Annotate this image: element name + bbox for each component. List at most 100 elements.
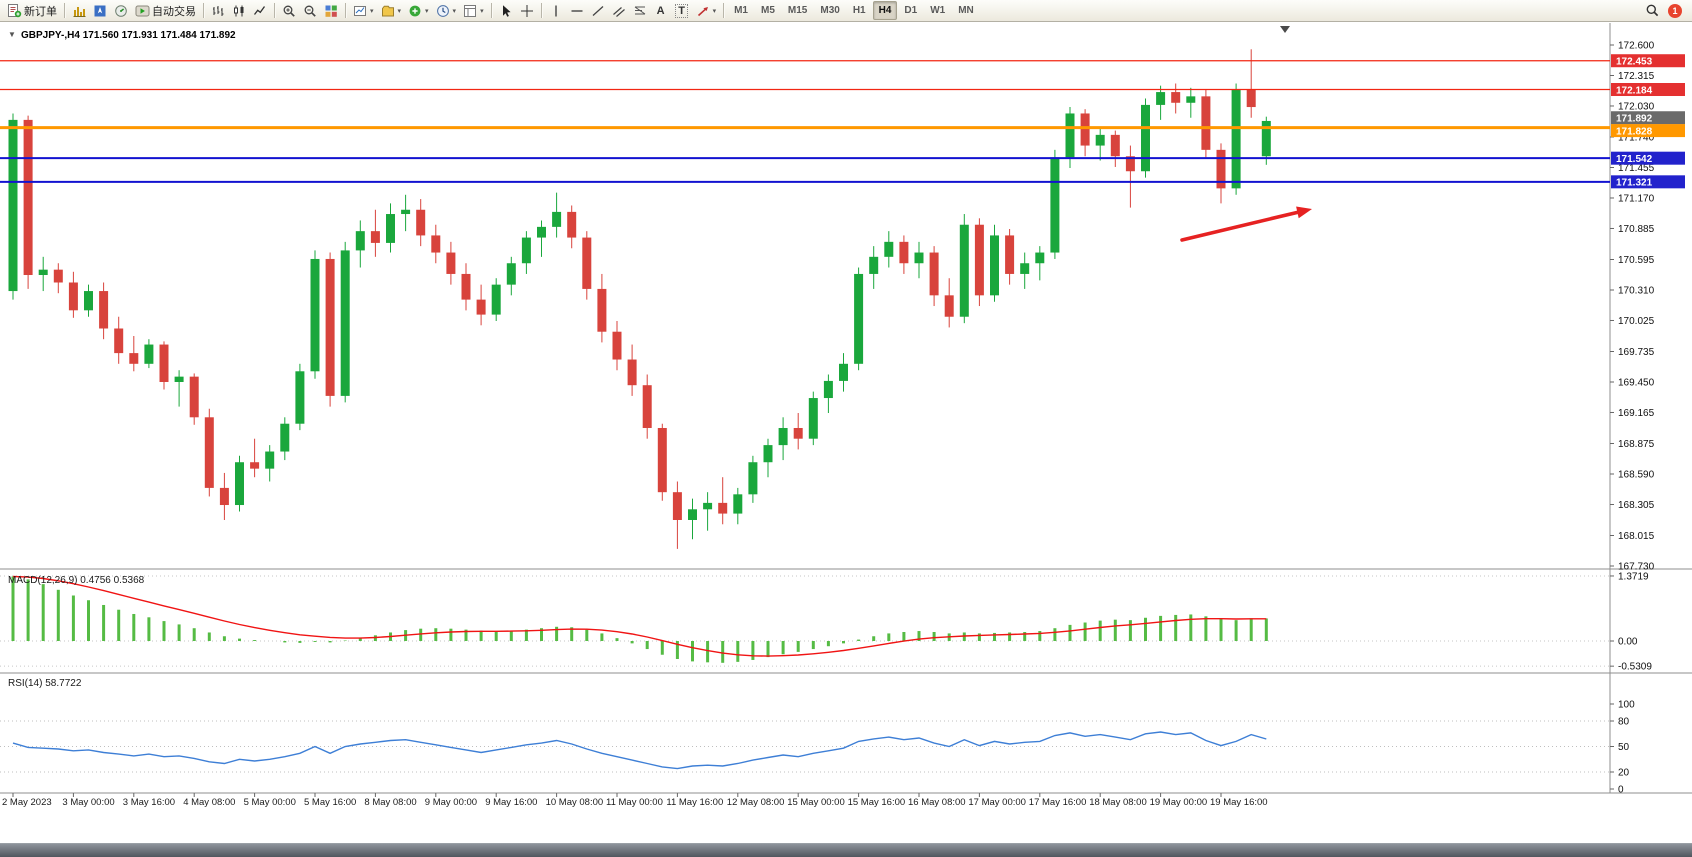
timeframe-mn-button[interactable]: MN xyxy=(952,1,980,20)
svg-text:172.315: 172.315 xyxy=(1618,71,1655,82)
timeframe-w1-button[interactable]: W1 xyxy=(924,1,951,20)
svg-text:0.00: 0.00 xyxy=(1618,637,1638,648)
svg-text:17 May 00:00: 17 May 00:00 xyxy=(968,797,1026,808)
bar-chart-button[interactable] xyxy=(208,1,228,20)
periods-button[interactable]: ▾ xyxy=(433,1,460,20)
tile-windows-button[interactable] xyxy=(321,1,341,20)
auto-trading-button[interactable]: 自动交易 xyxy=(132,1,199,20)
svg-text:168.590: 168.590 xyxy=(1618,469,1655,480)
text-tool-icon: A xyxy=(656,4,665,17)
toolbar-separator xyxy=(64,3,65,18)
new-order-button[interactable]: 新订单 xyxy=(4,1,60,20)
timeframe-h1-button[interactable]: H1 xyxy=(847,1,872,20)
timeframe-m1-button[interactable]: M1 xyxy=(728,1,754,20)
trend-arrow-annotation[interactable] xyxy=(1180,26,1312,242)
svg-text:10 May 08:00: 10 May 08:00 xyxy=(546,797,604,808)
collapse-panel-icon[interactable]: ▼ xyxy=(8,30,16,39)
dropdown-chevron-icon: ▾ xyxy=(397,7,402,15)
svg-text:172.184: 172.184 xyxy=(1616,85,1653,96)
svg-text:3 May 16:00: 3 May 16:00 xyxy=(123,797,175,808)
zoom-out-button[interactable] xyxy=(300,1,320,20)
channel-button[interactable] xyxy=(609,1,629,20)
toolbar-separator xyxy=(274,3,275,18)
timeframe-m15-button[interactable]: M15 xyxy=(782,1,813,20)
chart-window[interactable]: 1.3719 0.00 -0.5309 100 80 50 20 0 172.600 172.… xyxy=(0,23,1692,811)
toolbar-separator xyxy=(723,3,725,18)
svg-text:3 May 00:00: 3 May 00:00 xyxy=(62,797,114,808)
timeframe-m30-button[interactable]: M30 xyxy=(814,1,845,20)
arrows-button[interactable]: ▾ xyxy=(693,1,720,20)
svg-text:172.030: 172.030 xyxy=(1618,101,1655,112)
price-axis[interactable]: 172.600 172.315 172.030 171.740 171.455 171.1… xyxy=(1610,41,1685,573)
svg-text:8 May 08:00: 8 May 08:00 xyxy=(364,797,416,808)
candlestick-chart-button[interactable] xyxy=(229,1,249,20)
svg-text:167.730: 167.730 xyxy=(1618,562,1655,573)
dropdown-chevron-icon: ▾ xyxy=(425,7,429,15)
new-order-label: 新订单 xyxy=(24,5,57,18)
timeframe-m5-button[interactable]: M5 xyxy=(755,1,781,20)
crosshair-button[interactable] xyxy=(517,1,537,20)
svg-text:11 May 16:00: 11 May 16:00 xyxy=(666,797,723,808)
support-resistance-lines[interactable] xyxy=(0,60,1610,183)
svg-text:11 May 00:00: 11 May 00:00 xyxy=(606,797,663,808)
window-bottom-bar xyxy=(0,843,1692,857)
svg-text:80: 80 xyxy=(1618,717,1630,728)
trendline-button[interactable] xyxy=(588,1,608,20)
svg-text:50: 50 xyxy=(1618,742,1630,753)
templates-button[interactable]: ▾ xyxy=(460,1,487,20)
crosshair-icon xyxy=(520,4,534,18)
svg-text:171.455: 171.455 xyxy=(1618,163,1655,174)
zoom-in-icon xyxy=(282,4,296,18)
svg-text:15 May 16:00: 15 May 16:00 xyxy=(848,797,906,808)
channel-icon xyxy=(612,4,626,18)
svg-text:168.305: 168.305 xyxy=(1618,500,1655,511)
svg-text:171.170: 171.170 xyxy=(1618,193,1655,204)
vertical-line-button[interactable] xyxy=(546,1,566,20)
rsi-indicator-pane: 100 80 50 20 0 xyxy=(0,700,1635,796)
market-watch-button[interactable] xyxy=(69,1,89,20)
toolbar-separator xyxy=(490,3,492,18)
svg-text:5 May 16:00: 5 May 16:00 xyxy=(304,797,356,808)
indicators-button[interactable]: ▾ xyxy=(405,1,432,20)
horizontal-line-button[interactable] xyxy=(567,1,587,20)
dropdown-chevron-icon: ▾ xyxy=(370,7,374,15)
svg-text:169.165: 169.165 xyxy=(1618,408,1655,419)
svg-text:169.450: 169.450 xyxy=(1618,377,1655,388)
dropdown-chevron-icon: ▾ xyxy=(480,7,484,15)
line-chart-button[interactable] xyxy=(250,1,270,20)
bar-chart-icon xyxy=(211,4,225,18)
zoom-in-button[interactable] xyxy=(279,1,299,20)
candlestick-chart-icon xyxy=(232,4,246,18)
svg-text:12 May 08:00: 12 May 08:00 xyxy=(727,797,785,808)
search-icon xyxy=(1645,3,1660,18)
svg-text:168.875: 168.875 xyxy=(1618,439,1655,450)
timeframe-d1-button[interactable]: D1 xyxy=(898,1,923,20)
svg-text:4 May 08:00: 4 May 08:00 xyxy=(183,797,235,808)
notification-badge[interactable]: 1 xyxy=(1668,3,1682,18)
svg-text:169.735: 169.735 xyxy=(1618,347,1655,358)
arrows-tool-icon xyxy=(696,4,710,18)
new-chart-button[interactable]: ▾ xyxy=(350,1,377,20)
svg-text:0: 0 xyxy=(1618,785,1624,796)
line-chart-icon xyxy=(253,4,267,18)
main-toolbar: 新订单 自动交易 xyxy=(0,0,1692,22)
fibonacci-button[interactable] xyxy=(630,1,650,20)
search-button[interactable] xyxy=(1642,1,1663,20)
svg-text:168.015: 168.015 xyxy=(1618,531,1655,542)
navigator-button[interactable] xyxy=(90,1,110,20)
dropdown-chevron-icon: ▾ xyxy=(452,7,457,15)
svg-text:170.310: 170.310 xyxy=(1618,285,1655,296)
text-button[interactable]: A xyxy=(651,1,671,20)
text-label-button[interactable]: T xyxy=(672,1,692,20)
time-axis[interactable]: 2 May 2023 3 May 00:00 3 May 16:00 4 May 08… xyxy=(2,793,1268,808)
svg-text:-0.5309: -0.5309 xyxy=(1618,662,1652,673)
terminal-button[interactable] xyxy=(111,1,131,20)
cursor-button[interactable] xyxy=(496,1,516,20)
svg-text:170.885: 170.885 xyxy=(1618,224,1655,235)
svg-text:18 May 08:00: 18 May 08:00 xyxy=(1089,797,1147,808)
new-chart-icon xyxy=(353,4,367,18)
profiles-button[interactable]: ▾ xyxy=(378,1,405,20)
timeframe-h4-button[interactable]: H4 xyxy=(872,1,898,20)
macd-indicator-pane: 1.3719 0.00 -0.5309 xyxy=(0,571,1652,673)
